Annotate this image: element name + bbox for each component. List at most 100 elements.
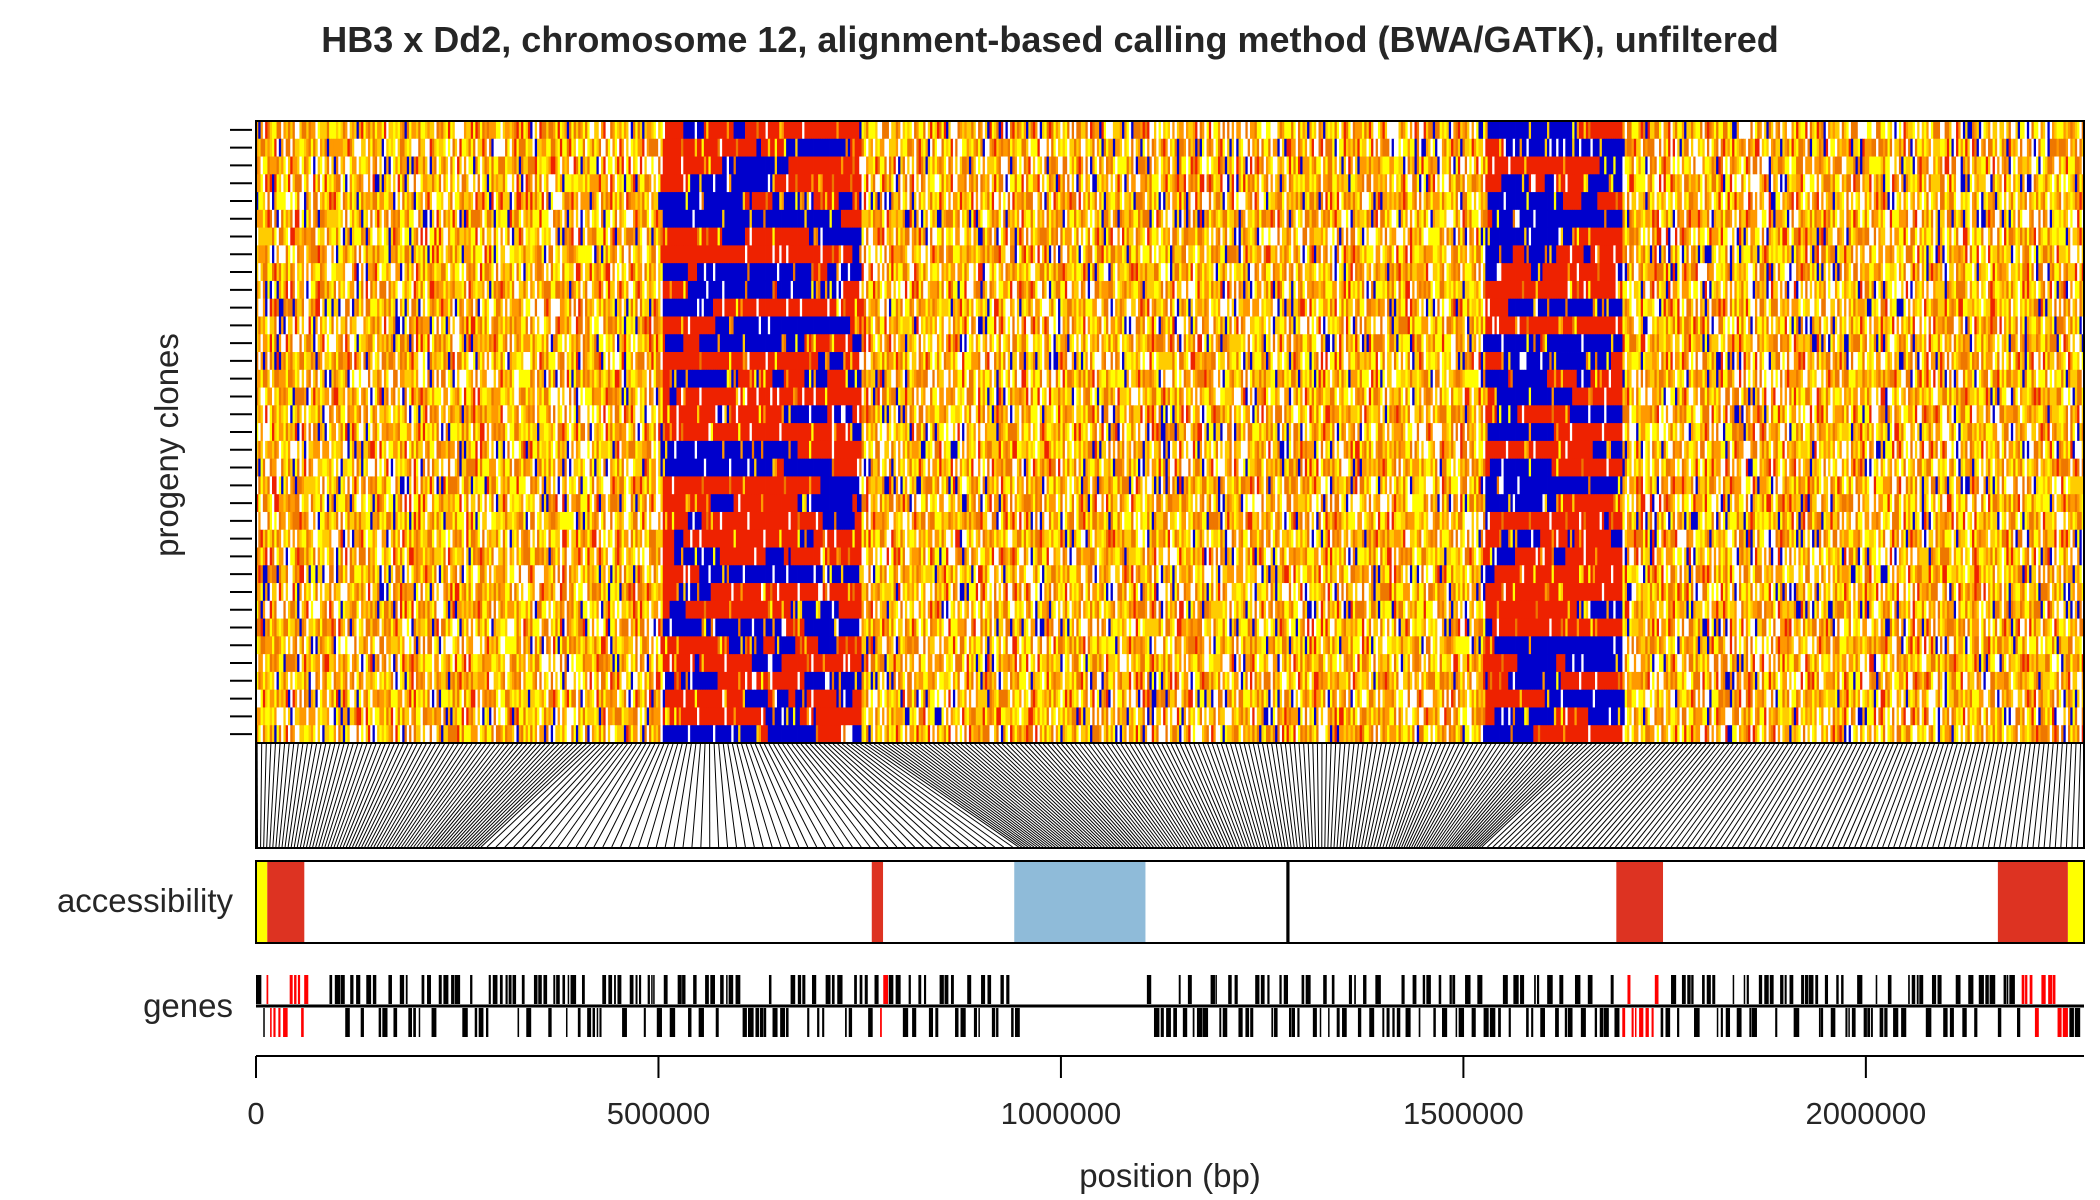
- genotype-cell: [1000, 209, 1004, 229]
- genotype-cell: [1117, 156, 1121, 175]
- genotype-cell: [868, 156, 872, 175]
- genotype-cell: [1398, 209, 1402, 229]
- genotype-cell: [902, 174, 906, 193]
- genotype-cell: [1967, 121, 1971, 140]
- genotype-cell: [1812, 156, 1815, 175]
- genotype-cell: [763, 192, 766, 211]
- genotype-cell: [1058, 121, 1061, 140]
- genotype-cell: [811, 192, 814, 211]
- genotype-cell: [1638, 121, 1642, 140]
- genotype-cell: [1261, 156, 1265, 175]
- genotype-cell: [1304, 156, 1308, 175]
- genotype-cell: [1176, 156, 1180, 175]
- genotype-cell: [466, 156, 469, 175]
- genotype-cell: [822, 192, 826, 211]
- genotype-cell: [1921, 156, 1925, 175]
- genotype-cell: [354, 156, 357, 175]
- genotype-cell: [1745, 121, 1749, 140]
- genotype-cell: [1782, 174, 1786, 193]
- genotype-cell: [2022, 138, 2025, 157]
- genotype-cell: [872, 174, 876, 193]
- genotype-cell: [1128, 156, 1132, 175]
- genotype-cell: [708, 192, 712, 211]
- genotype-cell: [962, 192, 965, 211]
- genotype-cell: [1229, 156, 1233, 175]
- genotype-cell: [333, 209, 337, 229]
- genotype-cell: [484, 156, 488, 175]
- genotype-cell: [324, 121, 328, 140]
- genotype-cell: [1291, 174, 1294, 193]
- genotype-cell: [681, 174, 684, 193]
- genotype-cell: [1519, 138, 1523, 157]
- genotype-cell: [888, 192, 892, 211]
- genotype-cell: [1976, 174, 1980, 193]
- genotype-cell: [646, 174, 650, 193]
- genotype-cell: [1122, 156, 1125, 175]
- genotype-cell: [676, 138, 680, 157]
- genotype-cell: [991, 192, 995, 211]
- genotype-cell: [1259, 174, 1262, 193]
- genotype-cell: [916, 121, 920, 140]
- genotype-cell: [674, 192, 677, 211]
- genotype-cell: [1460, 174, 1463, 193]
- genotype-cell: [635, 138, 638, 157]
- genotype-cell: [1393, 156, 1397, 175]
- genotype-cell: [1375, 174, 1379, 193]
- genotype-cell: [1106, 209, 1109, 229]
- genotype-cell: [619, 192, 623, 211]
- genotype-cell: [1439, 121, 1443, 140]
- genotype-cell: [772, 209, 776, 229]
- genotype-cell: [527, 192, 531, 211]
- genotype-cell: [1135, 192, 1139, 211]
- genotype-cell: [1542, 138, 1546, 157]
- genotype-cell: [772, 121, 776, 140]
- genotype-cell: [511, 156, 515, 175]
- genotype-cell: [1761, 138, 1765, 157]
- genotype-cell: [1012, 138, 1016, 157]
- genotype-cell: [306, 192, 309, 211]
- genotype-cell: [1035, 138, 1038, 157]
- genotype-cell: [1878, 174, 1882, 193]
- genotype-cell: [530, 209, 533, 229]
- genotype-cell: [1983, 209, 1987, 229]
- genotype-cell: [665, 174, 668, 193]
- genotype-cell: [1405, 174, 1409, 193]
- genotype-cell: [1654, 192, 1658, 211]
- genotype-cell: [1620, 209, 1623, 229]
- genotype-cell: [578, 192, 581, 211]
- genotype-cell: [1405, 121, 1409, 140]
- genotype-cell: [1599, 174, 1603, 193]
- genotype-cell: [1864, 138, 1868, 157]
- genotype-cell: [1684, 138, 1687, 157]
- genotype-cell: [866, 121, 869, 140]
- genotype-cell: [744, 156, 748, 175]
- genotype-cell: [870, 138, 874, 157]
- progeny-ticks: [230, 128, 252, 736]
- genotype-cell: [1663, 209, 1667, 229]
- genotype-cell: [991, 156, 995, 175]
- genotype-cell: [511, 174, 515, 193]
- genotype-cell: [1517, 174, 1521, 193]
- genotype-cell: [1711, 138, 1715, 157]
- genotype-cell: [1485, 209, 1489, 229]
- genotype-cell: [322, 209, 325, 229]
- genotype-cell: [1690, 121, 1694, 140]
- genotype-cell: [868, 121, 872, 140]
- genotype-cell: [1844, 138, 1847, 157]
- genotype-cell: [1873, 174, 1877, 193]
- genotype-cell: [888, 138, 892, 157]
- genotype-cell: [1850, 121, 1854, 140]
- genotype-cell: [306, 174, 309, 193]
- genotype-cell: [815, 174, 819, 193]
- genotype-cell: [1681, 174, 1685, 193]
- genotype-cell: [2013, 138, 2016, 157]
- genotype-cell: [639, 192, 643, 211]
- genotype-cell: [585, 174, 588, 193]
- genotype-cell: [614, 138, 618, 157]
- genotype-cell: [2033, 174, 2037, 193]
- genotype-cell: [1140, 121, 1143, 140]
- genotype-cell: [1818, 138, 1822, 157]
- genotype-cell: [283, 138, 287, 157]
- genotype-cell: [1606, 174, 1610, 193]
- genotype-cell: [377, 121, 380, 140]
